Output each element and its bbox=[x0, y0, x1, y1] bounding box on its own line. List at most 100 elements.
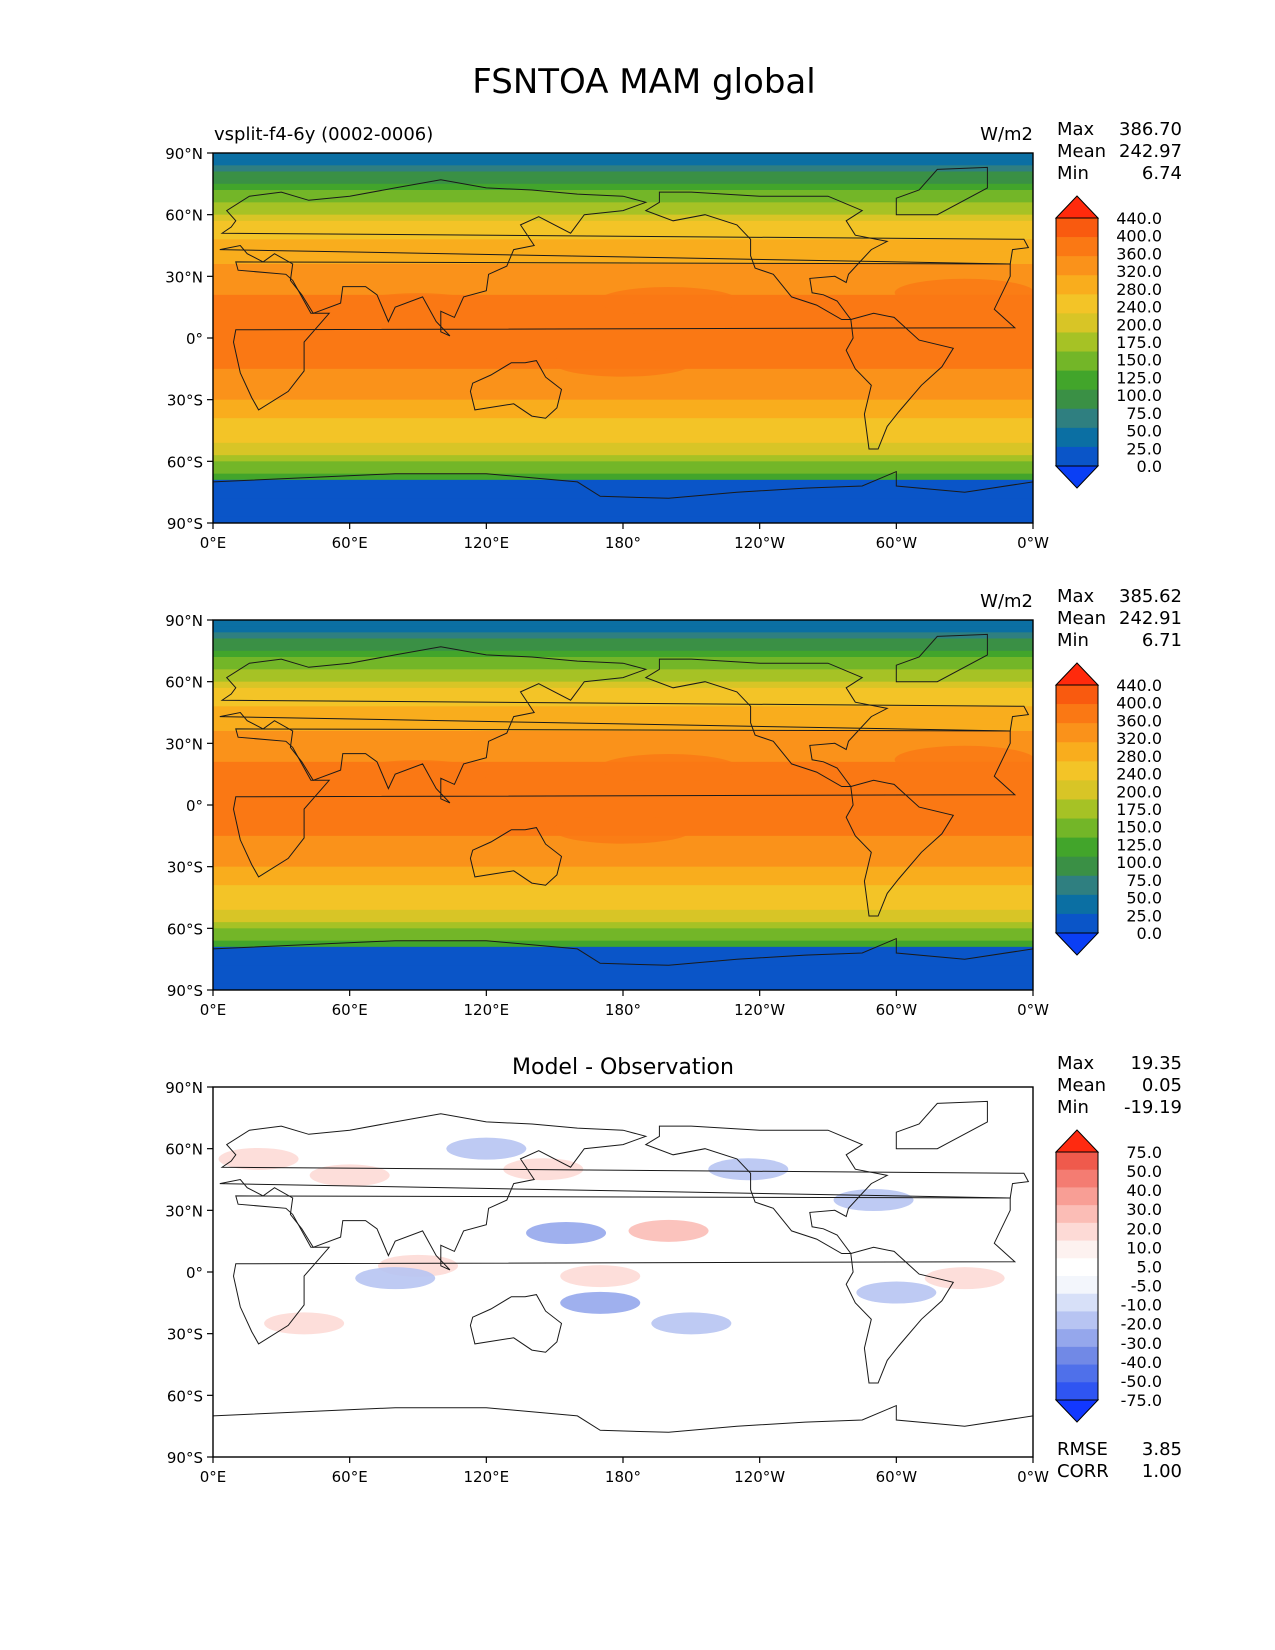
coastline bbox=[469, 827, 563, 886]
coastline bbox=[213, 470, 1033, 523]
field-band bbox=[213, 706, 1033, 714]
field-band bbox=[213, 860, 1033, 868]
colorbar-swatch bbox=[1056, 1346, 1098, 1366]
field-band bbox=[213, 687, 1033, 695]
coastline bbox=[845, 779, 955, 917]
field-band bbox=[213, 449, 1033, 456]
lon-tick-label: 120°W bbox=[734, 534, 785, 552]
field-band bbox=[213, 436, 1033, 444]
colorbar-tick-label: 10.0 bbox=[1126, 1238, 1162, 1257]
colorbar-swatch bbox=[1056, 761, 1098, 781]
stats-block: Max 386.70 Mean 242.97 Min 6.74 bbox=[1057, 119, 1182, 184]
field-band bbox=[213, 786, 1033, 794]
field-band bbox=[213, 270, 1033, 277]
field-band bbox=[213, 953, 1033, 960]
coastline bbox=[644, 1125, 889, 1254]
field-band bbox=[213, 387, 1033, 395]
colorbar-tick-label: 40.0 bbox=[1126, 1181, 1162, 1200]
lon-tick-label: 180° bbox=[605, 1468, 641, 1486]
colorbar-swatch bbox=[1056, 370, 1098, 391]
anomaly-patch bbox=[355, 1267, 436, 1290]
lon-tick-label: 180° bbox=[605, 1001, 641, 1019]
anomaly-patch bbox=[560, 1291, 641, 1314]
colorbar-swatch bbox=[1056, 1276, 1098, 1295]
colorbar-tick-label: 360.0 bbox=[1116, 244, 1162, 263]
field-band bbox=[213, 903, 1033, 911]
field-band bbox=[213, 879, 1033, 886]
score-label: RMSE bbox=[1057, 1439, 1108, 1460]
coastline bbox=[219, 1113, 1030, 1271]
colorbar-tick-label: 440.0 bbox=[1116, 676, 1162, 695]
stat-value: 242.91 bbox=[1119, 608, 1182, 629]
lat-tick-label: 60°S bbox=[167, 920, 203, 938]
lon-axis: 0°E 60°E 120°E 180° 120°W 60°W 0°W bbox=[200, 523, 1049, 552]
stat-label: Max bbox=[1057, 1053, 1095, 1074]
coastline bbox=[469, 1294, 563, 1353]
stat-value: 19.35 bbox=[1130, 1053, 1182, 1074]
field-band bbox=[213, 467, 1033, 475]
field-blob bbox=[348, 760, 488, 789]
lat-tick-label: 90°S bbox=[167, 1449, 203, 1467]
lon-tick-label: 120°E bbox=[464, 1468, 510, 1486]
field-band bbox=[213, 498, 1033, 506]
colorbar-swatch bbox=[1056, 351, 1098, 372]
colorbar-tick-label: -75.0 bbox=[1121, 1391, 1162, 1410]
stat-label: Mean bbox=[1057, 608, 1106, 629]
field-band bbox=[213, 638, 1033, 646]
colorbar-swatch bbox=[1056, 427, 1098, 448]
colorbar-tick-label: 25.0 bbox=[1126, 439, 1162, 458]
lat-tick-label: 30°S bbox=[167, 1326, 203, 1344]
field-band bbox=[213, 712, 1033, 720]
colorbar-swatch bbox=[1056, 1258, 1098, 1277]
colorbar-swatch bbox=[1056, 856, 1098, 877]
colorbar-swatch bbox=[1056, 1382, 1098, 1401]
score-label: CORR bbox=[1057, 1461, 1109, 1482]
lon-tick-label: 180° bbox=[605, 534, 641, 552]
field-band bbox=[213, 276, 1033, 284]
score-value: 1.00 bbox=[1142, 1461, 1182, 1482]
colorbar-tick-label: 50.0 bbox=[1126, 422, 1162, 441]
map-field bbox=[213, 620, 1033, 990]
field-band bbox=[213, 251, 1033, 259]
colorbar-swatch bbox=[1056, 913, 1098, 934]
field-band bbox=[213, 632, 1033, 640]
field-band bbox=[213, 928, 1033, 936]
stat-value: 385.62 bbox=[1119, 586, 1182, 607]
anomaly-patch bbox=[218, 1147, 299, 1170]
lat-tick-label: 90°S bbox=[167, 515, 203, 533]
lat-tick-label: 30°N bbox=[165, 268, 203, 286]
lat-tick-label: 90°N bbox=[165, 612, 203, 630]
coastline bbox=[845, 1246, 955, 1384]
field-band bbox=[213, 319, 1033, 327]
colorbar-min-extend bbox=[1054, 1399, 1100, 1423]
field-band bbox=[213, 977, 1033, 985]
colorbar-tick-label: -20.0 bbox=[1121, 1315, 1162, 1334]
field-band bbox=[213, 675, 1033, 683]
colorbar-tick-label: 400.0 bbox=[1116, 227, 1162, 246]
colorbar-tick-label: 20.0 bbox=[1126, 1219, 1162, 1238]
anomaly-patch bbox=[264, 1312, 345, 1335]
colorbar-tick-label: 320.0 bbox=[1116, 729, 1162, 748]
field-band bbox=[213, 239, 1033, 247]
stat-label: Mean bbox=[1057, 141, 1106, 162]
lat-tick-label: 90°N bbox=[165, 1079, 203, 1097]
colorbar-swatch bbox=[1056, 389, 1098, 410]
field-band bbox=[213, 916, 1033, 923]
field-band bbox=[213, 934, 1033, 942]
field-band bbox=[213, 245, 1033, 253]
colorbar-tick-label: 0.0 bbox=[1137, 924, 1162, 943]
field-band bbox=[213, 909, 1033, 917]
coastline bbox=[213, 1404, 1033, 1457]
colorbar-swatch bbox=[1056, 894, 1098, 915]
colorbar-tick-label: 400.0 bbox=[1116, 694, 1162, 713]
score-block: RMSE 3.85 CORR 1.00 bbox=[1057, 1439, 1182, 1482]
field-band bbox=[213, 442, 1033, 450]
field-band bbox=[213, 805, 1033, 812]
colorbar-swatch bbox=[1056, 875, 1098, 896]
colorbar-tick-label: 175.0 bbox=[1116, 800, 1162, 819]
colorbar-frame bbox=[1055, 217, 1099, 467]
lat-axis: 90°N 60°N 30°N 0° 30°S 60°S 90°S bbox=[165, 1079, 213, 1467]
field-band bbox=[213, 866, 1033, 874]
colorbar-swatch bbox=[1056, 723, 1098, 743]
colorbar-swatch bbox=[1056, 332, 1098, 353]
